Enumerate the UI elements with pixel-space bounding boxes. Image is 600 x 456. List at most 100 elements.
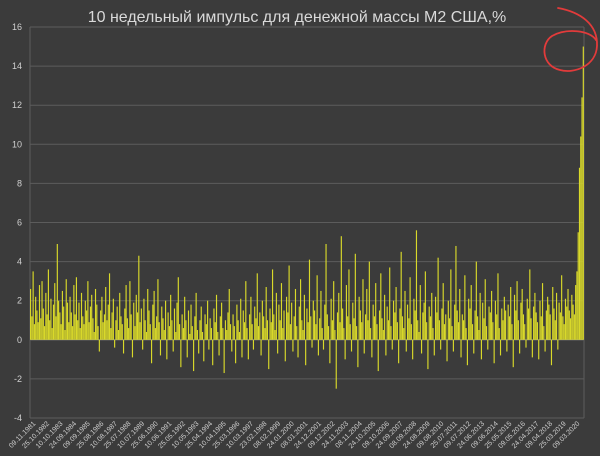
bar [59,312,61,340]
bar [376,324,378,340]
bar [408,318,410,340]
bar [475,261,477,340]
bar [65,279,67,340]
bar [484,279,486,340]
bar [440,339,442,350]
bar [75,277,77,340]
bar [459,288,461,340]
bar [250,296,252,340]
bar [525,339,527,348]
bar [400,251,402,340]
bar [399,308,401,340]
bar [208,339,210,350]
bar [576,271,578,340]
bar [259,312,261,340]
bar [238,331,241,340]
bar [161,306,163,340]
bar [252,339,255,350]
bar [167,312,169,340]
bar [55,316,57,340]
bar [288,265,290,340]
red-circle-annotation [543,7,598,72]
bar [311,339,313,348]
bar [108,273,111,340]
bar [336,312,339,340]
y-tick-label: 8 [17,178,22,188]
bar [550,339,553,366]
bar [513,294,516,340]
bar [564,298,567,340]
bar [91,294,93,340]
bar [273,314,275,340]
bar [350,339,353,352]
bar [582,46,584,340]
bar [214,322,216,340]
bar [247,339,249,360]
bar [331,320,333,340]
bar [147,288,149,340]
bar [32,271,34,340]
bar [117,330,120,340]
bar [251,324,253,340]
bar [575,285,577,340]
bar [236,304,238,340]
bar [370,328,372,340]
bar [172,339,174,352]
bar [506,339,508,352]
bar [129,281,131,340]
bar [133,302,135,340]
bar [162,318,164,340]
bar [56,244,58,340]
bar [138,255,140,340]
bar [84,300,86,340]
bar [30,288,32,340]
bar [498,328,500,340]
bar [63,306,65,340]
bar [536,322,539,340]
bar [305,339,307,366]
bar [121,324,123,340]
bar [396,322,398,340]
bar [442,283,444,340]
bar [61,290,63,340]
bar [479,292,481,340]
bar [533,306,535,340]
bar [31,316,33,340]
bar [507,304,509,340]
bar [219,316,221,340]
bar [40,318,42,340]
bar [390,326,392,340]
bar [145,331,148,340]
bar [135,294,137,340]
bar [297,339,299,358]
bar [243,322,246,340]
bar [96,304,98,340]
bar [37,322,39,340]
bar [292,339,294,352]
bar [83,324,85,340]
bar [33,324,35,340]
bar [497,273,499,340]
bar [322,339,325,350]
bar [52,304,55,340]
bar [156,316,158,340]
bar [278,304,280,340]
bar [505,310,507,340]
bar [255,318,257,340]
bar [166,339,168,360]
bar [321,328,323,340]
bar [534,292,536,340]
bar [86,310,88,340]
bar [335,339,337,389]
bar [89,306,92,340]
y-tick-label: 2 [17,296,22,306]
bar [367,320,369,340]
bar [392,300,395,340]
bar [314,310,316,340]
bar [438,320,440,340]
bar [201,331,204,340]
bar [124,308,126,340]
bar [213,308,215,340]
